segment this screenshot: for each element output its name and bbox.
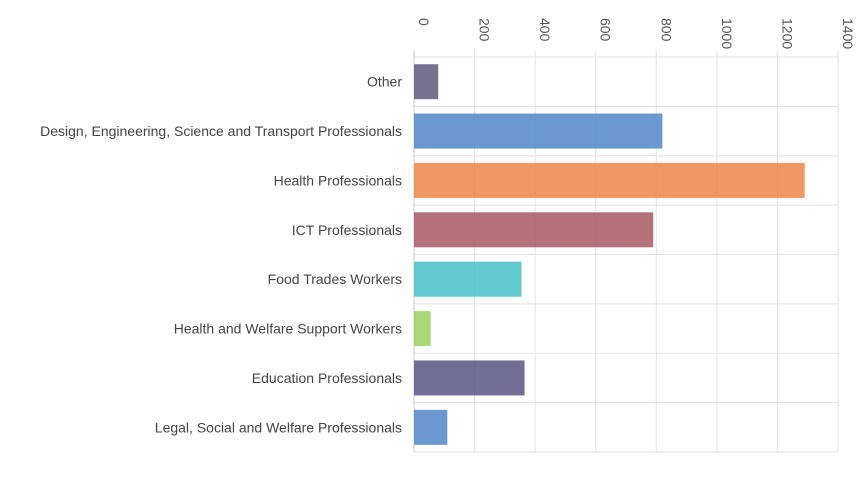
category-label: Design, Engineering, Science and Transpo… bbox=[40, 123, 402, 139]
chart-bars bbox=[414, 64, 805, 445]
x-axis-ticks: 0 200 400 600 800 1000 1200 1400 bbox=[416, 18, 856, 49]
x-tick-label: 1400 bbox=[840, 18, 856, 49]
bar[interactable] bbox=[414, 64, 439, 100]
x-tick-label: 600 bbox=[598, 18, 614, 42]
x-tick-label: 1200 bbox=[779, 18, 795, 49]
bar[interactable] bbox=[414, 212, 654, 248]
bar[interactable] bbox=[414, 162, 805, 198]
x-tick-label: 400 bbox=[537, 18, 553, 42]
category-label: ICT Professionals bbox=[292, 222, 402, 238]
x-tick-label: 800 bbox=[658, 18, 674, 42]
category-label: Health and Welfare Support Workers bbox=[174, 321, 402, 337]
category-label: Legal, Social and Welfare Professionals bbox=[155, 419, 402, 435]
bar[interactable] bbox=[414, 409, 448, 445]
bar[interactable] bbox=[414, 261, 522, 297]
category-label: Other bbox=[367, 74, 402, 90]
category-labels: Other Design, Engineering, Science and Tr… bbox=[40, 74, 402, 436]
category-label: Education Professionals bbox=[252, 370, 402, 386]
x-tick-label: 1000 bbox=[719, 18, 735, 49]
x-tick-label: 200 bbox=[477, 18, 493, 42]
category-label: Food Trades Workers bbox=[268, 271, 402, 287]
bar[interactable] bbox=[414, 311, 431, 347]
x-tick-label: 0 bbox=[416, 18, 432, 26]
category-label: Health Professionals bbox=[274, 172, 402, 188]
bar[interactable] bbox=[414, 360, 525, 396]
bar[interactable] bbox=[414, 113, 663, 149]
